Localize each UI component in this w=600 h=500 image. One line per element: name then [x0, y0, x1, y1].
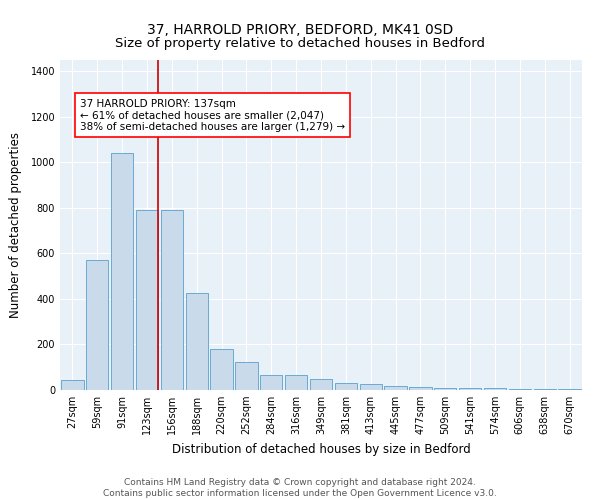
- Bar: [533, 388, 556, 390]
- Bar: [409, 388, 431, 390]
- Bar: [484, 388, 506, 390]
- Bar: [235, 362, 257, 390]
- X-axis label: Distribution of detached houses by size in Bedford: Distribution of detached houses by size …: [172, 442, 470, 456]
- Bar: [136, 210, 158, 390]
- Bar: [61, 380, 83, 390]
- Y-axis label: Number of detached properties: Number of detached properties: [9, 132, 22, 318]
- Bar: [161, 210, 183, 390]
- Bar: [509, 388, 531, 390]
- Bar: [359, 384, 382, 390]
- Bar: [559, 388, 581, 390]
- Bar: [385, 386, 407, 390]
- Text: Contains HM Land Registry data © Crown copyright and database right 2024.
Contai: Contains HM Land Registry data © Crown c…: [103, 478, 497, 498]
- Text: 37 HARROLD PRIORY: 137sqm
← 61% of detached houses are smaller (2,047)
38% of se: 37 HARROLD PRIORY: 137sqm ← 61% of detac…: [80, 98, 345, 132]
- Text: Size of property relative to detached houses in Bedford: Size of property relative to detached ho…: [115, 38, 485, 51]
- Bar: [459, 388, 481, 390]
- Bar: [310, 378, 332, 390]
- Bar: [335, 383, 357, 390]
- Bar: [86, 260, 109, 390]
- Bar: [111, 154, 133, 390]
- Bar: [260, 375, 283, 390]
- Bar: [434, 388, 457, 390]
- Bar: [285, 375, 307, 390]
- Bar: [211, 349, 233, 390]
- Text: 37, HARROLD PRIORY, BEDFORD, MK41 0SD: 37, HARROLD PRIORY, BEDFORD, MK41 0SD: [147, 22, 453, 36]
- Bar: [185, 294, 208, 390]
